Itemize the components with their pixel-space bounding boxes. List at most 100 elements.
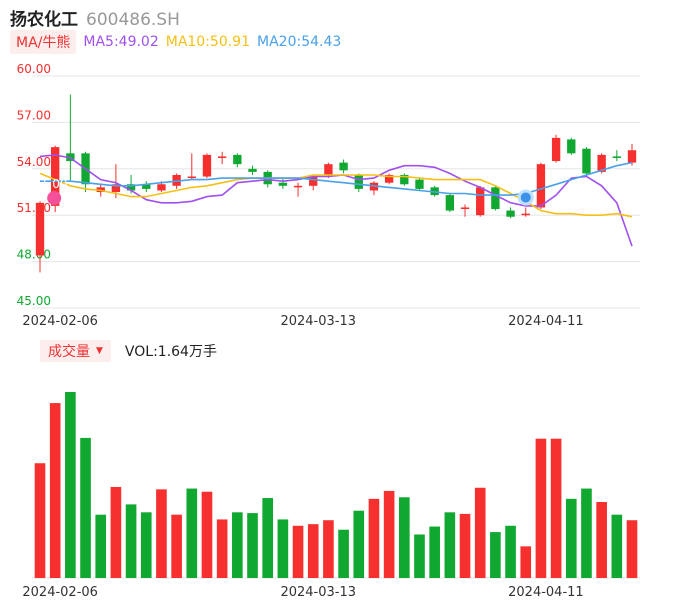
volume-bar — [429, 526, 440, 578]
candle-body — [293, 185, 303, 188]
volume-bar — [277, 519, 289, 578]
candle-body — [111, 184, 121, 192]
volume-value: VOL:1.64万手 — [124, 344, 217, 360]
volume-bar — [247, 513, 258, 578]
candle-body — [233, 154, 242, 165]
volume-bar — [490, 532, 501, 578]
volume-bar — [338, 529, 349, 578]
volume-bar — [110, 486, 122, 578]
volume-date-label: 2024-03-13 — [280, 585, 356, 600]
volume-bar — [444, 512, 456, 578]
low-marker-icon — [47, 191, 62, 206]
price-tick-label: 45.00 — [17, 294, 51, 308]
volume-bar — [520, 546, 532, 578]
volume-indicator-label: 成交量 — [48, 344, 90, 360]
candle-body — [187, 176, 196, 179]
candle-body — [35, 202, 45, 256]
volume-bar — [292, 525, 304, 578]
dropdown-arrow-icon: ▼ — [96, 346, 103, 356]
candle-body — [506, 210, 515, 217]
volume-bar — [505, 525, 516, 578]
candle-body — [491, 187, 500, 210]
price-tick-label: 48.00 — [17, 248, 51, 262]
volume-bar — [216, 519, 228, 578]
volume-bar — [171, 514, 182, 578]
volume-bar — [611, 514, 623, 578]
volume-bar — [565, 498, 577, 578]
ma-legend: MA/牛熊 MA5:49.02 MA10:50.91 MA20:54.43 — [10, 30, 341, 54]
volume-bar — [323, 520, 334, 578]
candle-body — [248, 168, 257, 172]
candle-body — [384, 174, 394, 183]
volume-bar — [535, 438, 547, 578]
volume-bar — [80, 437, 91, 578]
volume-bar — [307, 524, 319, 578]
candle-body — [521, 213, 530, 216]
price-tick-label: 51.00 — [17, 201, 51, 215]
volume-bar — [186, 488, 198, 578]
candle-body — [627, 150, 637, 163]
ma10-line — [39, 172, 633, 218]
volume-bar — [459, 513, 471, 578]
volume-indicator-selector[interactable]: 成交量 ▼ — [40, 340, 111, 362]
ma-mode-selector[interactable]: MA/牛熊 — [10, 30, 77, 54]
price-date-label: 2024-02-06 — [22, 314, 98, 329]
candle-body — [324, 164, 333, 175]
candle-body — [309, 176, 318, 186]
candle-body — [612, 156, 621, 158]
low-price-label: 51.00 — [33, 177, 67, 191]
price-tick-label: 57.00 — [17, 108, 51, 122]
price-date-label: 2024-03-13 — [280, 314, 356, 329]
volume-bar — [368, 498, 380, 578]
volume-bar — [201, 491, 213, 578]
volume-bar — [398, 497, 410, 578]
candle-body — [96, 187, 105, 192]
candle-body — [157, 184, 166, 191]
ma10-value: MA10:50.91 — [165, 34, 251, 50]
candle-body — [476, 187, 485, 216]
stock-code: 600486.SH — [86, 10, 180, 30]
candle-body — [582, 148, 591, 174]
ma20-value: MA20:54.43 — [257, 34, 342, 50]
volume-bar — [550, 438, 562, 578]
candle-body — [217, 156, 227, 158]
volume-bar — [262, 498, 274, 578]
candle-body — [400, 174, 409, 185]
volume-bar — [140, 512, 152, 578]
candle-body — [339, 162, 348, 171]
ma5-value: MA5:49.02 — [83, 34, 159, 50]
volume-bar — [65, 392, 76, 578]
volume-date-label: 2024-04-11 — [508, 585, 584, 600]
candle-body — [460, 207, 470, 210]
volume-bar — [596, 502, 607, 578]
candle-body — [597, 154, 606, 172]
volume-bar — [95, 514, 107, 578]
volume-bar — [125, 504, 137, 578]
volume-bar — [626, 520, 638, 578]
candle-body — [278, 182, 288, 186]
volume-bar — [49, 403, 61, 578]
candle-body — [536, 164, 546, 208]
price-tick-label: 60.00 — [17, 62, 51, 76]
volume-legend: 成交量 ▼ VOL:1.64万手 — [40, 340, 217, 362]
candle-body — [142, 184, 151, 189]
candle-body — [354, 174, 363, 189]
volume-bar — [232, 512, 243, 578]
stock-header: 扬农化工 600486.SH — [10, 5, 180, 30]
volume-bar — [581, 488, 592, 578]
ma20-line — [40, 161, 633, 196]
candle-body — [126, 184, 136, 191]
price-tick-label: 54.00 — [17, 155, 51, 169]
volume-bar — [474, 487, 486, 578]
candle-body — [445, 195, 455, 211]
stock-name: 扬农化工 — [10, 10, 78, 30]
volume-bar — [34, 463, 46, 578]
candle-body — [551, 137, 561, 162]
volume-bar — [353, 510, 365, 578]
volume-bar — [156, 489, 167, 578]
candle-body — [415, 179, 424, 189]
candle-body — [202, 154, 212, 177]
price-date-label: 2024-04-11 — [508, 314, 584, 329]
high-marker-icon — [520, 192, 531, 203]
